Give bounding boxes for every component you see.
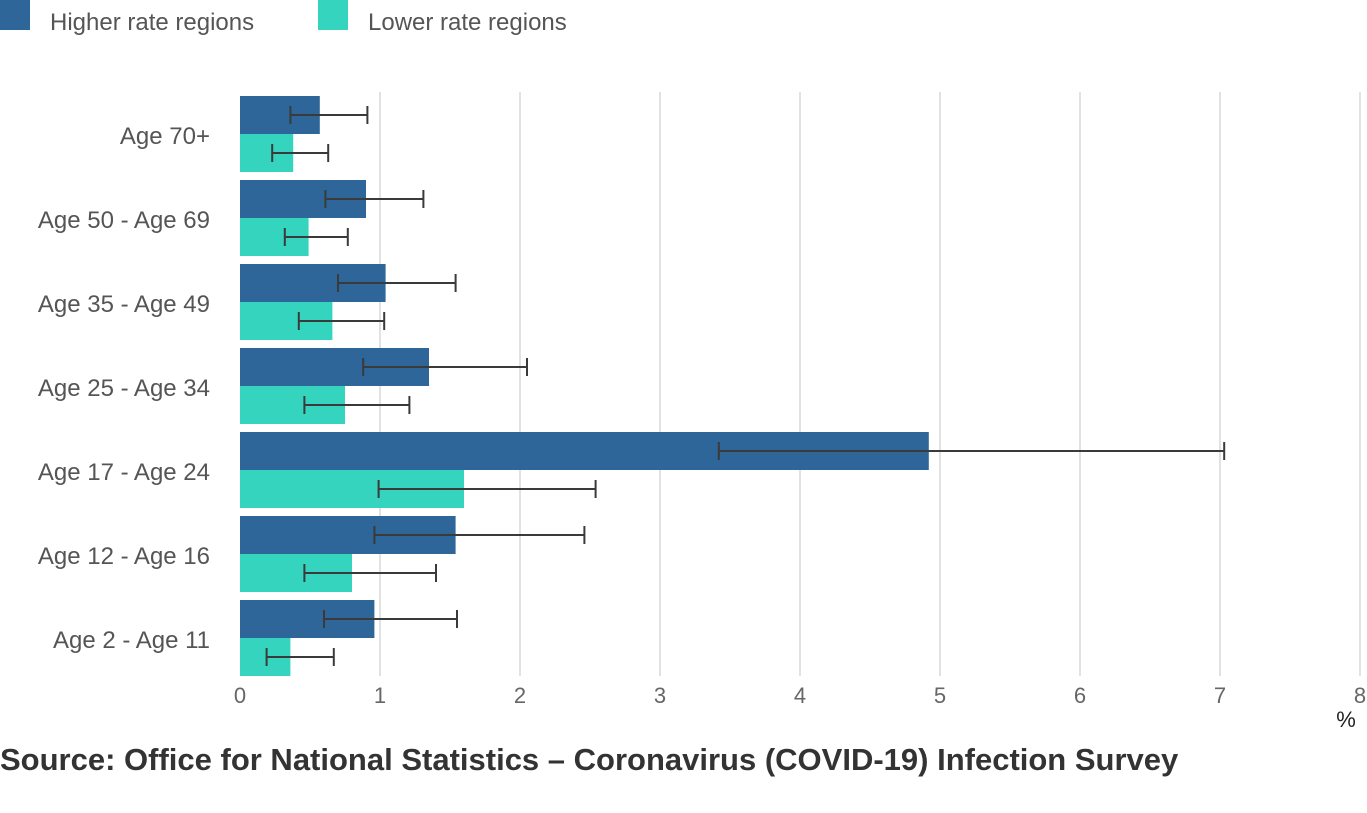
legend: Higher rate regions Lower rate regions bbox=[0, 0, 567, 36]
x-tick-label-4: 4 bbox=[794, 683, 806, 708]
legend-swatch-0 bbox=[0, 0, 30, 30]
category-label-6: Age 2 - Age 11 bbox=[53, 627, 210, 654]
category-labels: Age 70+ Age 50 - Age 69 Age 35 - Age 49 Age… bbox=[38, 123, 210, 654]
source-note: Source: Office for National Statistics –… bbox=[0, 742, 1179, 777]
x-tick-label-8: 8 bbox=[1354, 683, 1366, 708]
x-tick-label-7: 7 bbox=[1214, 683, 1226, 708]
x-tick-label-5: 5 bbox=[934, 683, 946, 708]
x-tick-label-6: 6 bbox=[1074, 683, 1086, 708]
bars bbox=[240, 96, 929, 676]
x-tick-label-0: 0 bbox=[234, 683, 246, 708]
legend-swatch-1 bbox=[318, 0, 348, 30]
category-label-5: Age 12 - Age 16 bbox=[38, 543, 210, 570]
category-label-1: Age 50 - Age 69 bbox=[38, 207, 210, 234]
category-label-0: Age 70+ bbox=[120, 123, 210, 150]
legend-label-1: Lower rate regions bbox=[368, 9, 567, 36]
legend-label-0: Higher rate regions bbox=[50, 9, 254, 36]
x-tick-label-1: 1 bbox=[374, 683, 386, 708]
chart: Higher rate regions Lower rate regions Ag… bbox=[0, 0, 1366, 732]
error-bars bbox=[265, 106, 1226, 666]
x-tick-label-2: 2 bbox=[514, 683, 526, 708]
category-label-2: Age 35 - Age 49 bbox=[38, 291, 210, 318]
x-axis-unit: % bbox=[1336, 707, 1356, 732]
x-axis-ticks: 0 1 2 3 4 5 6 7 8 bbox=[234, 683, 1366, 708]
category-label-4: Age 17 - Age 24 bbox=[38, 459, 210, 486]
category-label-3: Age 25 - Age 34 bbox=[38, 375, 210, 402]
x-tick-label-3: 3 bbox=[654, 683, 666, 708]
gridlines bbox=[379, 92, 1361, 676]
